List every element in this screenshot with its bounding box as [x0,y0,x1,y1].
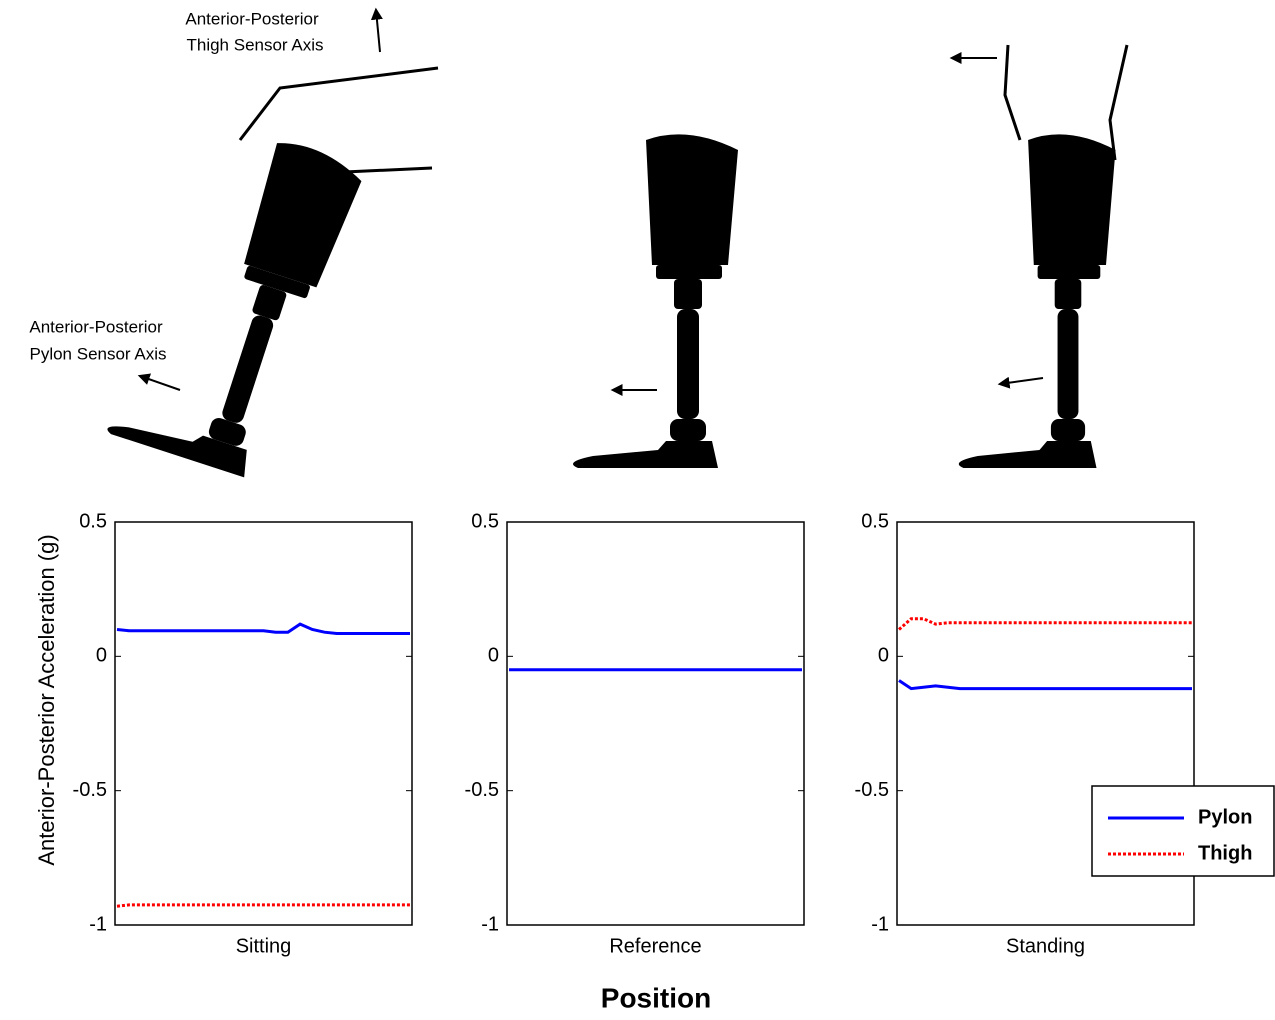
legend-box [1091,785,1275,877]
y-tick-label: 0.5 [861,510,889,532]
y-axis-label: Anterior-Posterior Acceleration (g) [34,534,59,865]
illustration [106,7,1129,484]
y-tick-label: -1 [481,913,499,935]
data-line [116,903,410,908]
y-tick-label: 0 [96,645,107,667]
annotation: Thigh Sensor Axis [186,35,323,54]
x-tick-label: Standing [1006,935,1085,957]
y-tick-label: -1 [89,913,107,935]
data-line [898,679,1192,691]
annotation: Anterior-Posterior [185,9,319,28]
x-tick-label: Sitting [236,935,292,957]
x-tick-label: Reference [609,935,701,957]
x-axis-label: Position [601,982,711,1013]
y-tick-label: -0.5 [855,779,889,801]
y-tick-label: 0.5 [79,510,107,532]
data-line [898,617,1192,631]
y-tick-label: -1 [871,913,889,935]
plot-frame [114,521,413,926]
legend-label: Pylon [1198,806,1252,828]
annotation: Anterior-Posterior [29,317,163,336]
y-tick-label: -0.5 [465,779,499,801]
plot-frame [506,521,805,926]
data-line [116,622,410,635]
y-tick-label: 0.5 [471,510,499,532]
legend-label: Thigh [1198,842,1252,864]
y-tick-label: 0 [488,645,499,667]
annotation: Pylon Sensor Axis [29,344,166,363]
y-tick-label: -0.5 [73,779,107,801]
y-tick-label: 0 [878,645,889,667]
